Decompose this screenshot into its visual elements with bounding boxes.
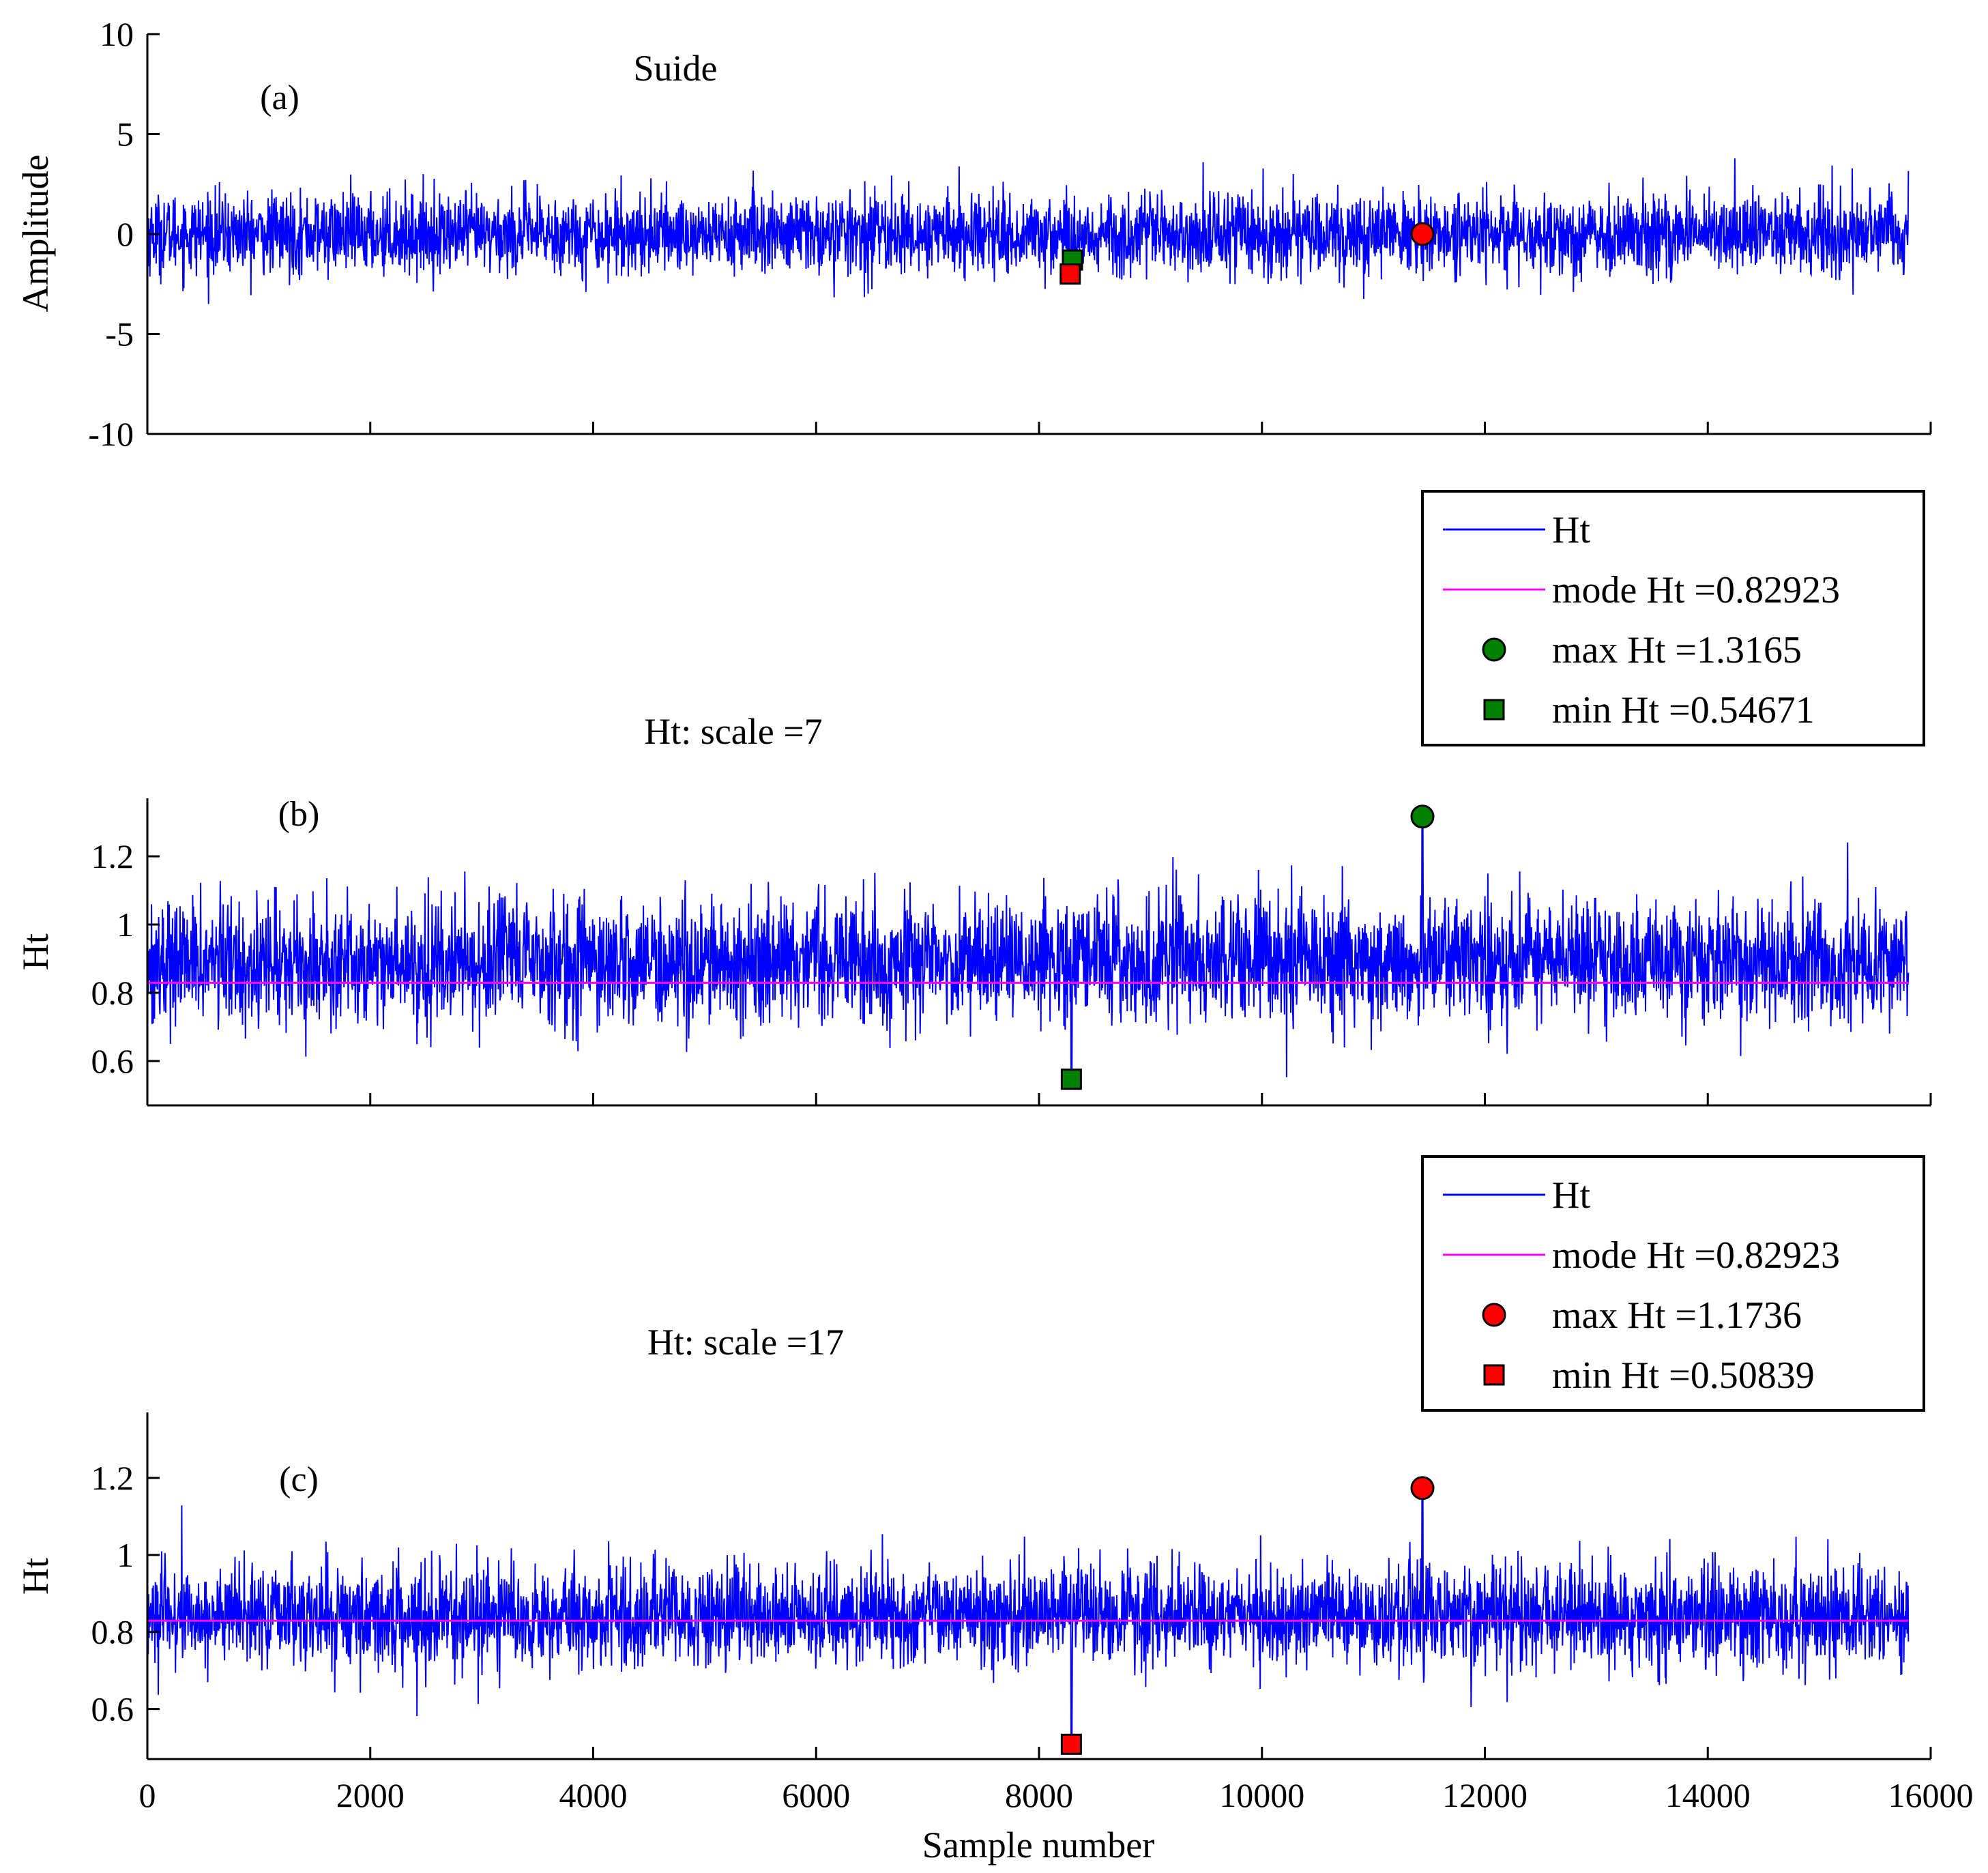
y-tick-label: 0.6 [91, 1690, 134, 1728]
x-tick-label: 16000 [1888, 1776, 1974, 1814]
legend-circle-swatch [1482, 1303, 1506, 1327]
panel-c-title: Ht: scale =17 [647, 1322, 844, 1363]
y-tick-label: 0.8 [91, 1613, 134, 1651]
panel-a-signal-trace [147, 158, 1910, 304]
panel-c-signal-line [147, 1487, 1910, 1745]
y-tick-label: 1 [117, 1536, 134, 1574]
panel-c-axes [146, 1412, 1932, 1760]
y-tick-label: 10 [100, 15, 134, 53]
legend-entry-label: max Ht =1.3165 [1552, 629, 1802, 671]
legend-entry-label: Ht [1552, 1174, 1590, 1217]
panel-c-xlabel: Sample number [922, 1825, 1154, 1865]
panel-b-tag: (b) [278, 795, 320, 834]
panel-a-signal-line [147, 158, 1910, 304]
panel-b-ylabel: Ht [15, 933, 56, 970]
x-tick-label: 12000 [1442, 1776, 1527, 1814]
legend-entry-label: max Ht =1.1736 [1552, 1294, 1802, 1337]
legend-square-swatch [1483, 1364, 1505, 1386]
panel-b-axes [146, 798, 1932, 1107]
panel-a-ylabel: Amplitude [15, 155, 56, 313]
min-marker [1059, 263, 1081, 285]
legend-entry-label: min Ht =0.50839 [1552, 1354, 1815, 1397]
panel-c-signal-trace [147, 1487, 1910, 1745]
legend-entry-label: mode Ht =0.82923 [1552, 569, 1840, 611]
y-tick-label: 1.2 [91, 837, 134, 875]
panel-b-signal-line [147, 815, 1910, 1080]
panel-a-markers [1059, 222, 1435, 285]
y-tick-label: -5 [105, 315, 134, 353]
panel-b: 1.2 1 0.8 0.6 (b) Ht: scale =7 Ht Ht mode Ht… [15, 490, 1932, 1107]
legend-square-swatch [1483, 699, 1505, 721]
legend-entry-label: min Ht =0.54671 [1552, 689, 1815, 731]
x-tick-label: 6000 [782, 1776, 850, 1814]
legend-entry-label: Ht [1552, 509, 1590, 551]
legend-box [1421, 490, 1925, 746]
legend-box [1421, 1155, 1925, 1412]
panel-a-title: Suide [633, 48, 717, 89]
y-tick-label: 0 [117, 215, 134, 253]
x-tick-label: 8000 [1005, 1776, 1073, 1814]
panel-a-axes [146, 33, 1932, 435]
panel-c: 1.2 1 0.8 0.6 0 2000 4000 6000 8000 10000 12000 14… [15, 1155, 1974, 1865]
panel-b-ytick-labels: 1.2 1 0.8 0.6 [91, 837, 134, 1080]
max-marker [1410, 1476, 1435, 1500]
panel-c-markers [1060, 1476, 1435, 1755]
panel-c-ytick-labels: 1.2 1 0.8 0.6 [91, 1459, 134, 1728]
min-marker [1060, 1733, 1082, 1755]
panel-b-title: Ht: scale =7 [644, 711, 822, 752]
panel-a-tag: (a) [260, 78, 299, 117]
y-tick-label: 1 [117, 905, 134, 944]
panel-c-legend: Ht mode Ht =0.82923 max Ht =1.1736 min Ht =… [1421, 1155, 1925, 1412]
y-tick-label: -10 [88, 415, 134, 453]
y-tick-label: 0.8 [91, 974, 134, 1012]
max-marker [1410, 804, 1435, 829]
x-tick-label: 10000 [1219, 1776, 1304, 1814]
y-tick-label: 1.2 [91, 1459, 134, 1497]
min-marker [1060, 1069, 1082, 1090]
legend-entry-label: mode Ht =0.82923 [1552, 1234, 1840, 1277]
y-tick-label: 5 [117, 115, 134, 154]
panel-b-signal-trace [147, 815, 1910, 1080]
legend-circle-swatch [1482, 637, 1506, 662]
x-tick-label: 14000 [1665, 1776, 1751, 1814]
y-tick-label: 0.6 [91, 1042, 134, 1080]
panel-c-tag: (c) [279, 1460, 319, 1499]
x-tick-label: 0 [139, 1776, 156, 1814]
panel-b-legend: Ht mode Ht =0.82923 max Ht =1.3165 min Ht =… [1421, 490, 1925, 746]
panel-b-markers [1060, 804, 1435, 1090]
max-marker [1410, 222, 1435, 246]
panel-c-ylabel: Ht [15, 1558, 56, 1595]
panel-a: 10 5 0 -5 -10 (a) Suide Amplitude [15, 15, 1932, 453]
panel-c-xtick-labels: 0 2000 4000 6000 8000 10000 12000 14000 16000 [139, 1776, 1974, 1814]
panel-a-ytick-labels: 10 5 0 -5 -10 [88, 15, 134, 453]
x-tick-label: 2000 [336, 1776, 405, 1814]
x-tick-label: 4000 [559, 1776, 628, 1814]
